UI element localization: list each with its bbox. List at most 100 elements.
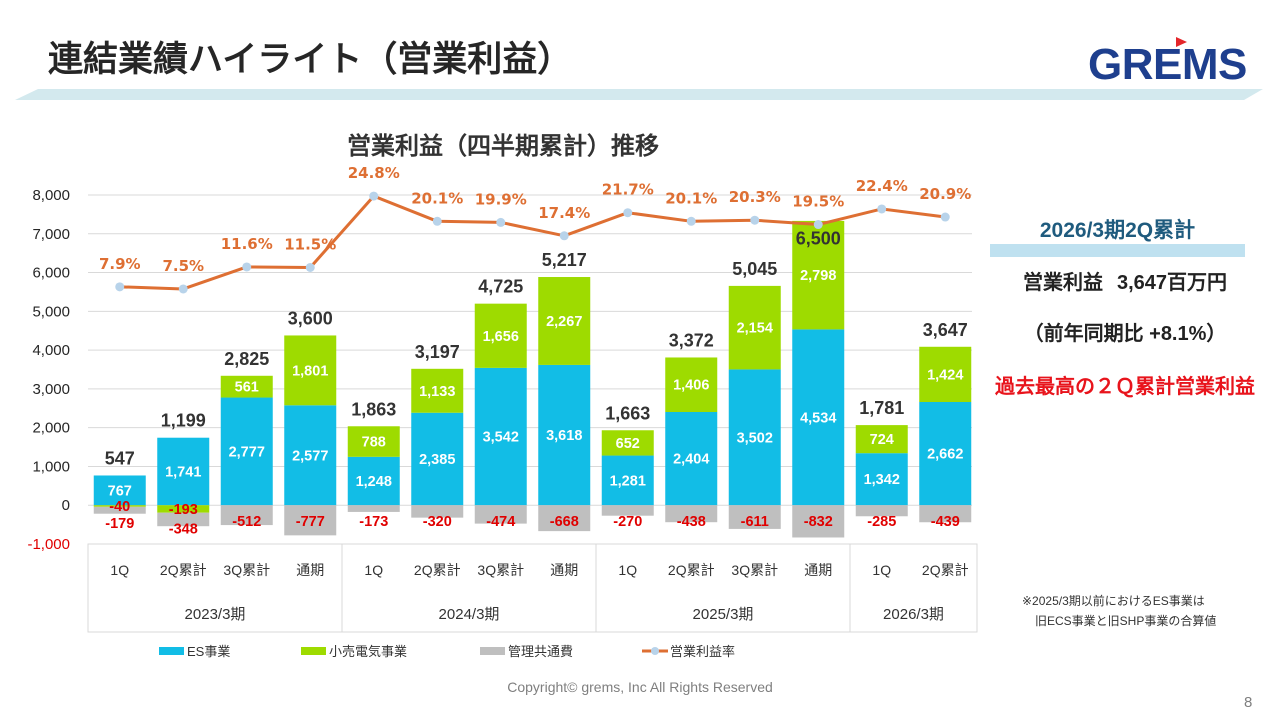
legend-label: ES事業 bbox=[187, 644, 230, 659]
logo-flag-icon bbox=[1176, 37, 1187, 47]
bar-retail-electricity bbox=[919, 346, 972, 402]
bar-label-retail-electricity: 1,656 bbox=[483, 329, 519, 345]
line-marker bbox=[178, 284, 188, 294]
bar-retail-electricity bbox=[792, 220, 845, 330]
footnote-line-1: ※2025/3期以前におけるES事業は bbox=[1022, 594, 1205, 608]
bar-retail-electricity bbox=[93, 505, 146, 507]
category-axis-frame bbox=[87, 543, 978, 633]
bar-admin-common bbox=[474, 505, 527, 524]
bar-label-retail-electricity: 2,267 bbox=[546, 314, 582, 330]
total-label: 3,647 bbox=[923, 320, 968, 340]
category-label: 3Q累計 bbox=[223, 562, 270, 578]
category-axis: 1Q 2Q累計 3Q累計 通期 2023/3期 1Q 2Q累計 3Q累計 通期 2024/3期 1Q… bbox=[87, 543, 978, 633]
bar-label-admin-common: -438 bbox=[677, 514, 706, 530]
category-label: 1Q bbox=[364, 562, 383, 578]
bar-label-retail-electricity: 724 bbox=[870, 432, 894, 448]
bar-retail-electricity bbox=[411, 368, 464, 413]
bar-label-es: 1,281 bbox=[610, 473, 646, 489]
operating-margin-label: 19.9% bbox=[475, 190, 527, 208]
bar-es bbox=[538, 364, 591, 506]
legend-label: 管理共通費 bbox=[508, 644, 573, 659]
line-marker bbox=[877, 204, 887, 214]
bar-label-retail-electricity: 1,801 bbox=[292, 363, 328, 379]
bar-retail-electricity bbox=[601, 430, 654, 456]
line-marker bbox=[686, 216, 696, 226]
bar-admin-common bbox=[855, 505, 908, 517]
line-marker bbox=[115, 282, 125, 292]
bar-label-admin-common: -777 bbox=[296, 514, 325, 530]
line-marker bbox=[432, 216, 442, 226]
total-operating-profit-labels: 547 1,199 2,825 3,600 1,863 3,197 4,725 5,217 1,… bbox=[105, 229, 968, 469]
bar-label-admin-common: -348 bbox=[169, 522, 198, 538]
line-marker bbox=[305, 262, 315, 272]
category-label: 1Q bbox=[110, 562, 129, 578]
bar-label-es: 1,248 bbox=[356, 474, 392, 490]
category-label: 3Q累計 bbox=[477, 562, 524, 578]
bar-label-es: 2,662 bbox=[927, 447, 963, 463]
fiscal-year-label: 2024/3期 bbox=[439, 606, 500, 623]
bar-label-es: 2,577 bbox=[292, 448, 328, 464]
total-label: 1,663 bbox=[605, 403, 650, 423]
bar-label-es: 2,404 bbox=[673, 452, 709, 468]
legend-item-es: ES事業 bbox=[159, 644, 230, 659]
operating-margin-labels: 7.9% 7.5% 11.6% 11.5% 24.8% 20.1% 19.9% 17.4% 21… bbox=[99, 164, 971, 275]
bar-label-retail-electricity: 2,154 bbox=[737, 321, 773, 337]
bar-label-retail-electricity: 788 bbox=[362, 435, 386, 451]
bar-admin-common bbox=[728, 505, 781, 529]
total-label: 2,825 bbox=[224, 349, 269, 369]
total-label: 1,199 bbox=[161, 411, 206, 431]
operating-margin-label: 11.6% bbox=[221, 235, 273, 253]
operating-margin-label: 24.8% bbox=[348, 164, 400, 182]
summary-period-heading: 2026/3期2Q累計 bbox=[1039, 219, 1196, 242]
summary-profit-label: 営業利益 bbox=[1022, 272, 1103, 294]
bar-es bbox=[665, 412, 718, 506]
bar-admin-common bbox=[93, 506, 146, 514]
summary-profit-value: 3,647百万円 bbox=[1116, 272, 1228, 294]
operating-margin-label: 7.9% bbox=[99, 255, 141, 273]
bar-retail-electricity bbox=[157, 505, 210, 513]
bar-label-es: 2,385 bbox=[419, 452, 455, 468]
bar-retail-electricity bbox=[474, 303, 527, 368]
line-series-operating-margin bbox=[115, 191, 950, 294]
bar-label-admin-common: -179 bbox=[105, 516, 134, 532]
total-label: 5,045 bbox=[732, 259, 777, 279]
total-label: 3,600 bbox=[288, 308, 333, 328]
y-tick-label: 2,000 bbox=[32, 420, 70, 437]
operating-margin-label: 19.5% bbox=[792, 193, 844, 211]
bar-label-admin-common: -832 bbox=[804, 514, 833, 530]
bar-segment-labels: 767-40-179 1,741 -193 -348 2,777 561 -512 2,577… bbox=[105, 268, 963, 538]
bar-admin-common bbox=[284, 505, 337, 536]
category-label: 3Q累計 bbox=[731, 562, 778, 578]
operating-margin-label: 7.5% bbox=[162, 257, 204, 275]
line-marker bbox=[813, 220, 823, 230]
bar-label-es: 3,542 bbox=[483, 430, 519, 446]
total-label: 4,725 bbox=[478, 277, 523, 297]
category-label: 1Q bbox=[618, 562, 637, 578]
bar-admin-common bbox=[347, 505, 400, 512]
legend-item-retail-electricity: 小売電気事業 bbox=[301, 644, 407, 659]
category-label: 2Q累計 bbox=[160, 562, 207, 578]
y-tick-label: 7,000 bbox=[32, 226, 70, 243]
operating-margin-label: 17.4% bbox=[538, 204, 590, 222]
footnote-line-2: 旧ECS事業と旧SHP事業の合算値 bbox=[1035, 614, 1217, 628]
copyright-notice: Copyright© grems, Inc All Rights Reserve… bbox=[507, 679, 773, 695]
bar-label-admin-common: -611 bbox=[741, 514, 769, 530]
bar-label-retail-electricity: -193 bbox=[169, 502, 198, 518]
title-underline-band bbox=[15, 89, 1263, 100]
fiscal-year-label: 2025/3期 bbox=[693, 606, 754, 623]
bar-label-retail-electricity: 2,798 bbox=[800, 268, 836, 284]
legend: ES事業 小売電気事業 管理共通費 営業利益率 bbox=[159, 644, 735, 659]
bar-label-retail-electricity: 1,424 bbox=[927, 367, 963, 383]
bar-label-es: 4,534 bbox=[800, 410, 836, 426]
bar-label-retail-electricity: 1,133 bbox=[419, 384, 455, 400]
line-marker bbox=[623, 208, 633, 218]
bar-label-admin-common: -474 bbox=[486, 514, 515, 530]
bar-es bbox=[601, 455, 654, 506]
y-tick-label: 3,000 bbox=[32, 381, 70, 398]
line-marker bbox=[559, 231, 569, 241]
total-label: 6,500 bbox=[796, 229, 841, 249]
bar-es bbox=[220, 397, 273, 506]
bar-label-admin-common: -285 bbox=[867, 514, 896, 530]
bars bbox=[93, 220, 972, 538]
bar-retail-electricity bbox=[665, 357, 718, 413]
